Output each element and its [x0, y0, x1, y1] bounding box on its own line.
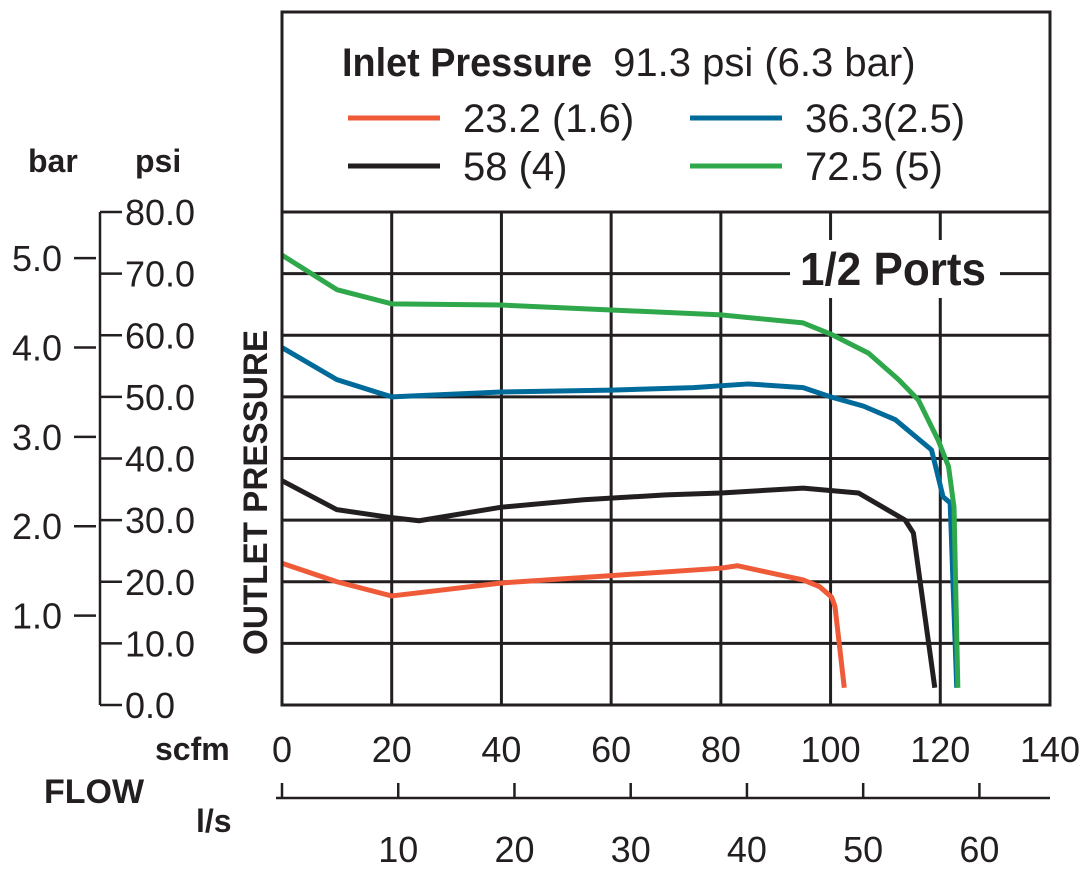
ls-tick-label: 30: [611, 829, 651, 870]
scfm-tick-label: 100: [801, 729, 861, 770]
y-axis: 0.0 10.0 20.0 30.0 40.0 50.0 60.0 70.0 80.0 1.0 2.…: [12, 192, 195, 726]
series-line: [280, 478, 938, 689]
psi-unit-label: psi: [135, 143, 181, 179]
bar-tick-label: 3.0: [12, 417, 62, 458]
psi-tick-label: 80.0: [125, 192, 195, 233]
scfm-tick-label: 40: [481, 729, 521, 770]
psi-tick-label: 50.0: [125, 377, 195, 418]
ls-tick-label: 20: [494, 829, 534, 870]
psi-tick-label: 70.0: [125, 254, 195, 295]
psi-tick-label: 0.0: [125, 685, 175, 726]
psi-tick-label: 60.0: [125, 315, 195, 356]
bar-tick-label: 1.0: [12, 596, 62, 637]
scfm-tick-label: 0: [272, 729, 292, 770]
ls-tick-label: 60: [959, 829, 999, 870]
ls-tick-label: 10: [378, 829, 418, 870]
bar-tick-label: 5.0: [12, 238, 62, 279]
legend-label: 36.3(2.5): [805, 97, 965, 141]
ports-annotation: 1/2 Ports: [800, 243, 986, 295]
legend-title: Inlet Pressure 91.3 psi (6.3 bar): [342, 41, 916, 85]
psi-tick-label: 10.0: [125, 623, 195, 664]
legend: 23.2 (1.6) 36.3(2.5) 58 (4) 72.5 (5): [348, 97, 965, 189]
series-line: [281, 560, 847, 689]
legend-title-rest: 91.3 psi (6.3 bar): [613, 41, 915, 85]
legend-title-bold: Inlet Pressure: [342, 41, 592, 85]
scfm-unit-label: scfm: [155, 731, 230, 767]
bar-tick-label: 2.0: [12, 506, 62, 547]
scfm-tick-label: 140: [1020, 729, 1080, 770]
plot-frame: [280, 10, 1052, 707]
scfm-tick-label: 60: [591, 729, 631, 770]
bar-tick-label: 4.0: [12, 327, 62, 368]
legend-label: 58 (4): [463, 145, 568, 189]
scfm-tick-label: 20: [372, 729, 412, 770]
x-axis: 0 20 40 60 80 100 120 140 10 20 30 40 50 60: [272, 729, 1080, 870]
scfm-tick-label: 120: [910, 729, 970, 770]
series-lines: [280, 253, 961, 689]
psi-tick-label: 30.0: [125, 500, 195, 541]
series-line: [280, 253, 961, 688]
ls-unit-label: l/s: [196, 803, 232, 839]
ls-tick-label: 50: [843, 829, 883, 870]
legend-label: 23.2 (1.6): [463, 97, 634, 141]
legend-label: 72.5 (5): [805, 145, 943, 189]
x-axis-label: FLOW: [44, 773, 145, 811]
ls-tick-label: 40: [727, 829, 767, 870]
series-line: [280, 345, 960, 688]
psi-tick-label: 40.0: [125, 439, 195, 480]
psi-tick-label: 20.0: [125, 562, 195, 603]
scfm-tick-label: 80: [701, 729, 741, 770]
annotation-bg: [790, 240, 1000, 298]
y-axis-label: OUTLET PRESSURE: [237, 330, 275, 655]
bar-unit-label: bar: [28, 143, 78, 179]
